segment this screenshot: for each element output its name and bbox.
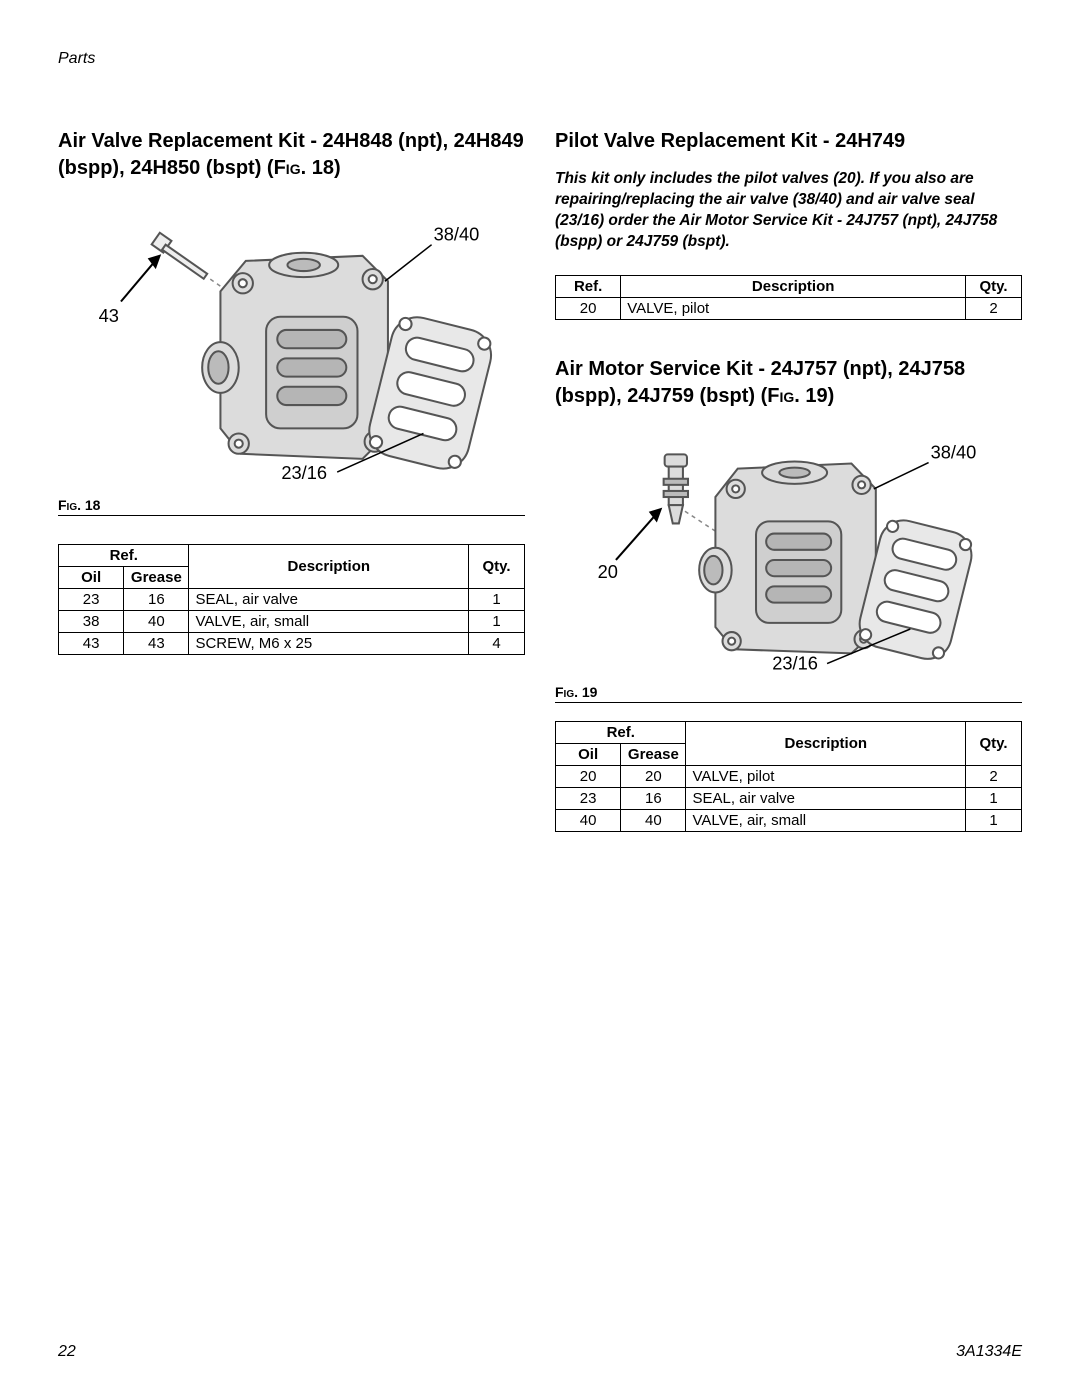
cell-qty: 1 bbox=[966, 810, 1022, 832]
cell-qty: 1 bbox=[469, 589, 525, 611]
cell-oil: 20 bbox=[556, 766, 621, 788]
cell-desc: SEAL, air valve bbox=[686, 788, 966, 810]
fig-18-diagram: 38/40 43 23/16 bbox=[58, 200, 525, 489]
left-column: Air Valve Replacement Kit - 24H848 (npt)… bbox=[58, 128, 525, 868]
pilot-kit-title: Pilot Valve Replacement Kit - 24H749 bbox=[555, 128, 1022, 155]
th-qty: Qty. bbox=[966, 722, 1022, 766]
th-qty: Qty. bbox=[966, 275, 1022, 297]
th-desc: Description bbox=[189, 545, 469, 589]
cell-grease: 40 bbox=[621, 810, 686, 832]
cell-qty: 2 bbox=[966, 297, 1022, 319]
cell-qty: 1 bbox=[469, 611, 525, 633]
th-desc: Description bbox=[686, 722, 966, 766]
th-grease: Grease bbox=[621, 744, 686, 766]
cell-grease: 20 bbox=[621, 766, 686, 788]
label-23-16: 23/16 bbox=[281, 462, 327, 483]
section-header: Parts bbox=[58, 50, 1022, 68]
th-oil: Oil bbox=[59, 567, 124, 589]
table-row: 2020VALVE, pilot2 bbox=[556, 766, 1022, 788]
pilot-kit-note: This kit only includes the pilot valves … bbox=[555, 169, 1022, 253]
doc-id: 3A1334E bbox=[956, 1343, 1022, 1361]
cell-qty: 4 bbox=[469, 633, 525, 655]
fig-18-rule bbox=[58, 515, 525, 516]
cell-qty: 2 bbox=[966, 766, 1022, 788]
th-ref: Ref. bbox=[556, 722, 686, 744]
cell-grease: 16 bbox=[124, 589, 189, 611]
page-number: 22 bbox=[58, 1343, 76, 1361]
th-oil: Oil bbox=[556, 744, 621, 766]
label-38-40: 38/40 bbox=[434, 224, 480, 245]
pilot-tbody: 20VALVE, pilot2 bbox=[556, 297, 1022, 319]
pilot-table: Ref. Description Qty. 20VALVE, pilot2 bbox=[555, 275, 1022, 320]
motor-kit-title: Air Motor Service Kit - 24J757 (npt), 24… bbox=[555, 356, 1022, 410]
cell-desc: SCREW, M6 x 25 bbox=[189, 633, 469, 655]
cell-grease: 40 bbox=[124, 611, 189, 633]
fig-19-diagram: 38/40 20 23/16 bbox=[555, 428, 1022, 677]
th-ref: Ref. bbox=[59, 545, 189, 567]
table-row: 2316SEAL, air valve1 bbox=[556, 788, 1022, 810]
fig-18-table: Ref. Description Qty. Oil Grease 2316SEA… bbox=[58, 544, 525, 655]
cell-oil: 40 bbox=[556, 810, 621, 832]
th-ref: Ref. bbox=[556, 275, 621, 297]
cell-oil: 23 bbox=[556, 788, 621, 810]
cell-desc: VALVE, air, small bbox=[189, 611, 469, 633]
valve-diagram-18: 38/40 43 23/16 bbox=[58, 200, 525, 484]
cell-ref: 20 bbox=[556, 297, 621, 319]
title-fig-ref: (Fig. 18) bbox=[267, 157, 341, 179]
cell-grease: 16 bbox=[621, 788, 686, 810]
label-20: 20 bbox=[598, 561, 618, 582]
cell-desc: SEAL, air valve bbox=[189, 589, 469, 611]
fig-19-rule bbox=[555, 702, 1022, 703]
label-43: 43 bbox=[99, 305, 119, 326]
table-row: 2316SEAL, air valve1 bbox=[59, 589, 525, 611]
th-grease: Grease bbox=[124, 567, 189, 589]
fig-18-tbody: 2316SEAL, air valve13840VALVE, air, smal… bbox=[59, 589, 525, 655]
cell-grease: 43 bbox=[124, 633, 189, 655]
title-fig-ref: (Fig. 19) bbox=[761, 385, 835, 407]
th-qty: Qty. bbox=[469, 545, 525, 589]
table-row: 3840VALVE, air, small1 bbox=[59, 611, 525, 633]
fig-19-table: Ref. Description Qty. Oil Grease 2020VAL… bbox=[555, 721, 1022, 832]
label-38-40: 38/40 bbox=[931, 441, 977, 462]
fig-19-caption: Fig. 19 bbox=[555, 684, 1022, 700]
fig-19-tbody: 2020VALVE, pilot22316SEAL, air valve1404… bbox=[556, 766, 1022, 832]
cell-desc: VALVE, pilot bbox=[686, 766, 966, 788]
th-desc: Description bbox=[621, 275, 966, 297]
table-row: 4343SCREW, M6 x 254 bbox=[59, 633, 525, 655]
cell-oil: 43 bbox=[59, 633, 124, 655]
fig-18-caption: Fig. 18 bbox=[58, 497, 525, 513]
cell-oil: 23 bbox=[59, 589, 124, 611]
label-23-16: 23/16 bbox=[772, 652, 818, 671]
valve-diagram-19: 38/40 20 23/16 bbox=[555, 428, 1022, 672]
cell-qty: 1 bbox=[966, 788, 1022, 810]
table-row: 20VALVE, pilot2 bbox=[556, 297, 1022, 319]
cell-desc: VALVE, pilot bbox=[621, 297, 966, 319]
right-column: Pilot Valve Replacement Kit - 24H749 Thi… bbox=[555, 128, 1022, 868]
cell-desc: VALVE, air, small bbox=[686, 810, 966, 832]
air-valve-kit-title: Air Valve Replacement Kit - 24H848 (npt)… bbox=[58, 128, 525, 182]
cell-oil: 38 bbox=[59, 611, 124, 633]
table-row: 4040VALVE, air, small1 bbox=[556, 810, 1022, 832]
